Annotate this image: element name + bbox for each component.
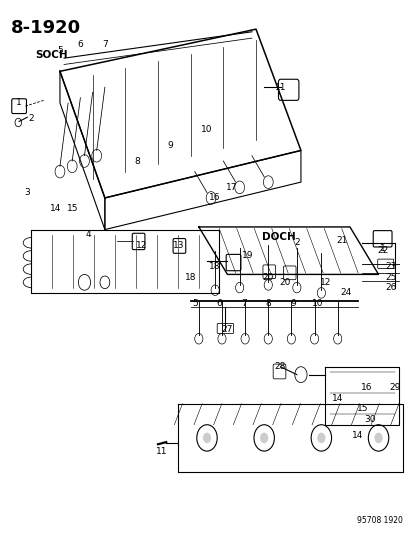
Text: DOCH: DOCH — [261, 232, 295, 242]
Text: 22: 22 — [376, 246, 387, 255]
Text: 3: 3 — [24, 188, 30, 197]
Text: 14: 14 — [331, 394, 342, 403]
FancyBboxPatch shape — [377, 259, 393, 269]
Text: 24: 24 — [339, 288, 351, 297]
Text: 18: 18 — [185, 272, 196, 281]
FancyBboxPatch shape — [225, 254, 240, 271]
Text: 6: 6 — [77, 41, 83, 50]
Text: 20: 20 — [278, 278, 290, 287]
Text: 16: 16 — [209, 193, 221, 203]
Text: 17: 17 — [225, 183, 237, 192]
FancyBboxPatch shape — [132, 233, 145, 249]
Text: 8: 8 — [265, 299, 271, 308]
Text: 20: 20 — [262, 272, 273, 281]
Text: 1: 1 — [379, 244, 385, 253]
Text: 19: 19 — [242, 252, 253, 261]
Text: 5: 5 — [57, 46, 63, 55]
Text: 14: 14 — [50, 204, 62, 213]
Text: 8-1920: 8-1920 — [11, 19, 81, 37]
Circle shape — [373, 433, 382, 443]
Text: 6: 6 — [216, 299, 222, 308]
Text: 28: 28 — [274, 362, 285, 371]
Text: 9: 9 — [167, 141, 173, 150]
Text: 7: 7 — [102, 41, 107, 50]
Text: 2: 2 — [293, 238, 299, 247]
Text: 12: 12 — [319, 278, 330, 287]
Text: 26: 26 — [384, 283, 396, 292]
FancyBboxPatch shape — [282, 266, 295, 280]
FancyBboxPatch shape — [278, 79, 298, 100]
FancyBboxPatch shape — [173, 239, 185, 253]
Text: 8: 8 — [134, 157, 140, 166]
Text: 21: 21 — [335, 236, 347, 245]
Text: SOCH: SOCH — [36, 50, 68, 60]
Text: 15: 15 — [66, 204, 78, 213]
Text: 27: 27 — [221, 325, 233, 334]
Text: 13: 13 — [172, 241, 184, 250]
FancyBboxPatch shape — [12, 99, 26, 114]
Text: 10: 10 — [201, 125, 212, 134]
Text: 95708 1920: 95708 1920 — [356, 516, 402, 525]
FancyBboxPatch shape — [217, 324, 233, 334]
Text: 29: 29 — [388, 383, 400, 392]
Text: 12: 12 — [135, 241, 147, 250]
Circle shape — [316, 433, 325, 443]
Text: 25: 25 — [384, 272, 396, 281]
Text: 30: 30 — [364, 415, 375, 424]
Text: 15: 15 — [356, 405, 367, 414]
Text: 18: 18 — [209, 262, 221, 271]
Circle shape — [202, 433, 211, 443]
Text: 9: 9 — [289, 299, 295, 308]
Text: 11: 11 — [274, 83, 285, 92]
Text: 14: 14 — [351, 431, 363, 440]
FancyBboxPatch shape — [273, 364, 285, 379]
Text: 10: 10 — [311, 299, 322, 308]
FancyBboxPatch shape — [262, 265, 275, 279]
Text: 1: 1 — [16, 99, 22, 108]
Text: 2: 2 — [28, 114, 34, 123]
Text: 7: 7 — [240, 299, 246, 308]
Circle shape — [259, 433, 268, 443]
Text: 5: 5 — [191, 299, 197, 308]
Text: 23: 23 — [384, 262, 396, 271]
Text: 16: 16 — [360, 383, 371, 392]
Text: 4: 4 — [85, 230, 91, 239]
Text: 11: 11 — [156, 447, 167, 456]
FancyBboxPatch shape — [373, 231, 391, 247]
